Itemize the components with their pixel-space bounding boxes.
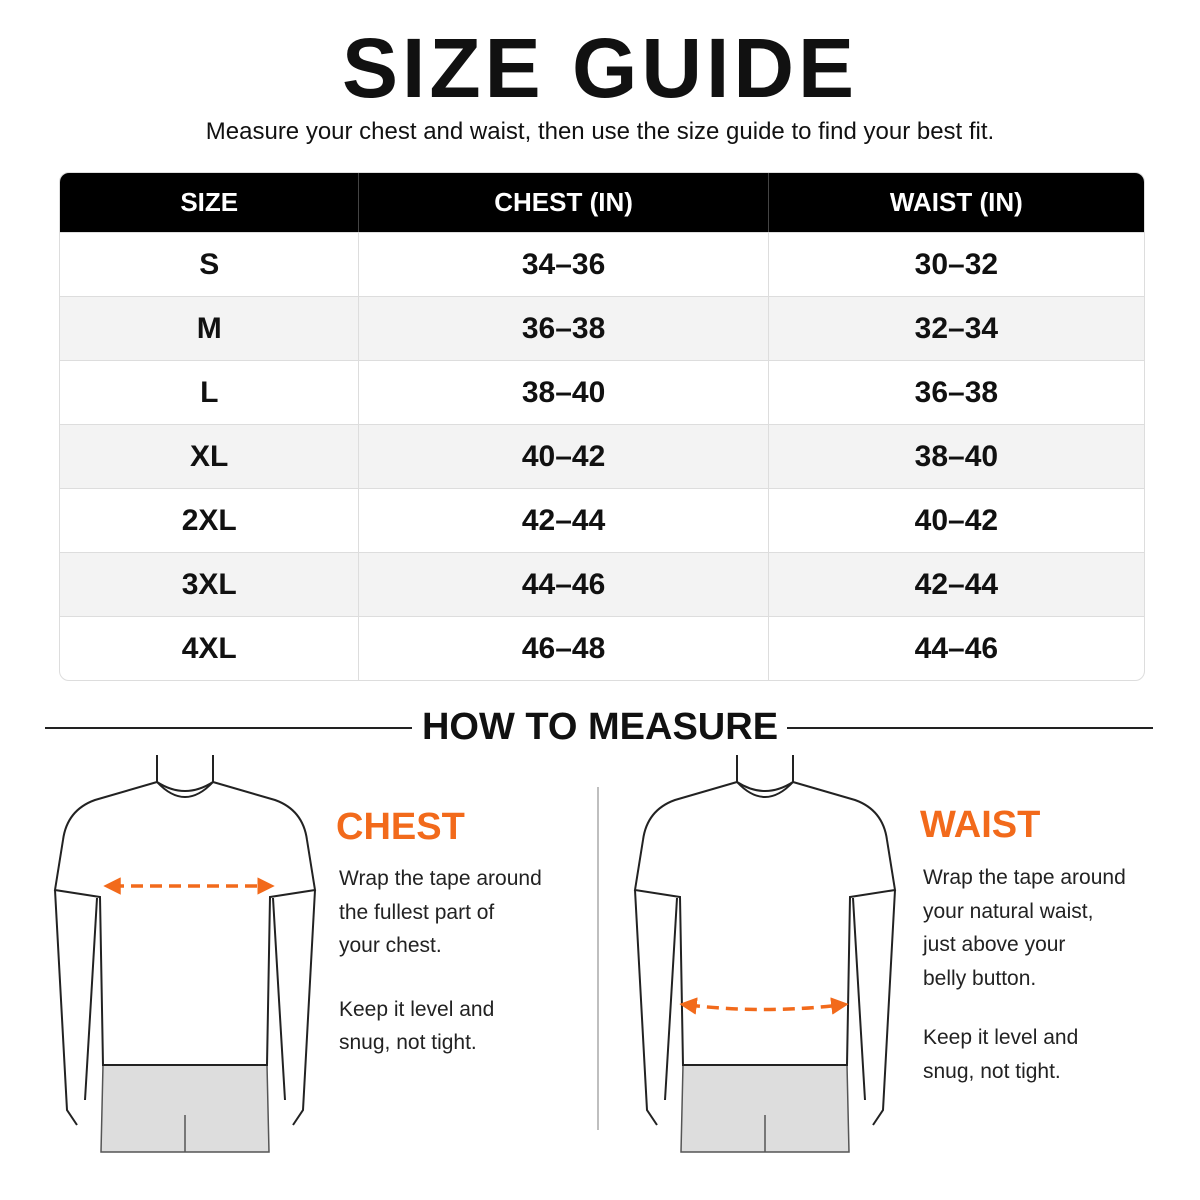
table-cell: 38–40 [358,361,767,424]
table-cell: 46–48 [358,617,767,680]
table-cell: 32–34 [767,297,1144,360]
note-line: Keep it level and [923,1026,1079,1049]
table-cell: XL [190,439,229,473]
table-cell: 42–44 [358,489,767,552]
table-cell: 3XL [181,567,237,601]
note-line: Keep it level and [339,997,495,1021]
section-title: HOW TO MEASURE [421,706,779,748]
waist-arrow [679,997,849,1015]
table-row: 3XL 44–46 42–44 [60,552,1144,616]
table-cell: 2XL [181,503,237,537]
title: SIZE GUIDE [341,21,859,115]
table-cell: 38–40 [767,425,1144,488]
table-cell: 44–46 [358,553,767,616]
header-row: SIZE CHEST (IN) WAIST (IN) [60,173,1144,232]
measure-title: CHEST [336,806,465,848]
table-row: 2XL 42–44 40–42 [60,488,1144,552]
table-row: 4XL 46–48 44–46 [60,616,1144,680]
instruction-line: your chest. [339,934,442,957]
instruction-line: your natural waist, [923,899,1094,923]
column-header: SIZE [180,187,239,217]
instruction-line: Wrap the tape around [923,866,1126,889]
table-row: XL 40–42 38–40 [60,424,1144,488]
table-cell: M [196,311,222,345]
table-cell: 36–38 [767,361,1144,424]
table-cell: 4XL [181,631,237,665]
table-row: M 36–38 32–34 [60,296,1144,360]
note-line: snug, not tight. [923,1059,1061,1083]
instruction-line: Wrap the tape around [339,867,542,890]
instruction-line: belly button. [923,966,1037,990]
table-cell: 36–38 [358,297,767,360]
subtitle: Measure your chest and waist, then use t… [205,118,995,145]
figure [634,754,896,1153]
measure-title: WAIST [920,804,1041,846]
table-cell: 40–42 [767,489,1144,552]
table-row: S 34–36 30–32 [60,232,1144,296]
instruction-line: just above your [923,933,1066,956]
table-cell: S [199,247,220,281]
table-cell: 40–42 [358,425,767,488]
table-row: L 38–40 36–38 [60,360,1144,424]
instruction-line: the fullest part of [339,900,495,924]
table-cell: 44–46 [767,617,1144,680]
table-cell: 30–32 [767,233,1144,296]
table-cell: 42–44 [767,553,1144,616]
size-table: SIZE CHEST (IN) WAIST (IN) S 34–36 30–32 M 36–3… [59,172,1145,681]
table-cell: L [200,375,219,409]
note-line: snug, not tight. [339,1031,477,1054]
table-cell: 34–36 [358,233,767,296]
column-header: CHEST (IN) [358,173,767,232]
figure [54,754,316,1153]
column-header: WAIST (IN) [767,173,1144,232]
